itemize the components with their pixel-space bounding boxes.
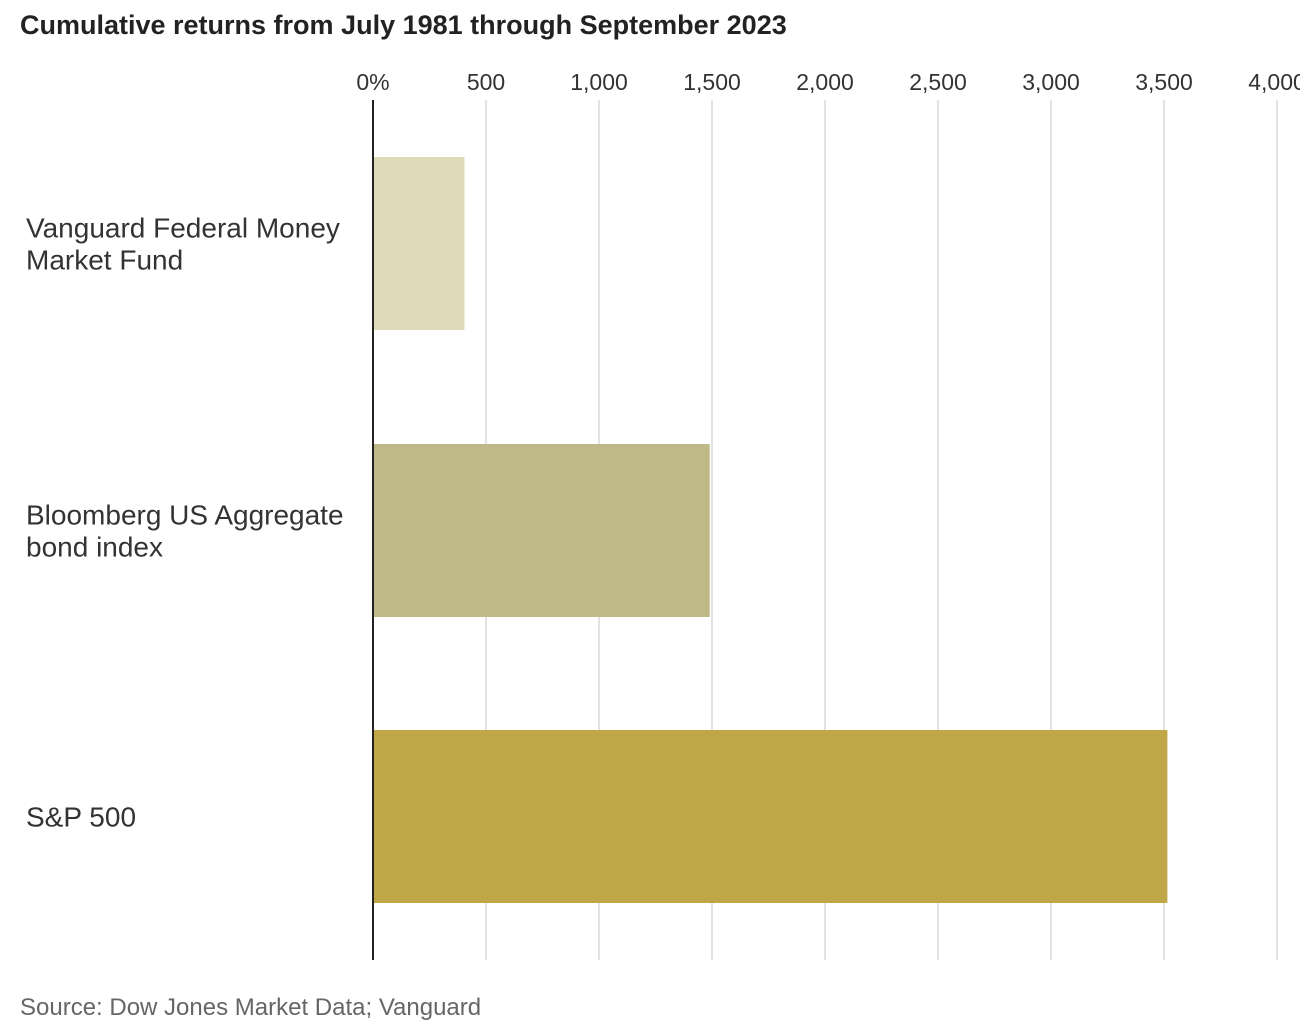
x-tick-label: 3,500 [1135,69,1193,95]
bar [373,444,710,617]
x-tick-label: 2,500 [909,69,967,95]
x-tick-label: 4,000 [1248,69,1300,95]
x-tick-label: 0% [356,69,389,95]
bar [373,157,465,330]
x-tick-label: 500 [467,69,505,95]
source-note: Source: Dow Jones Market Data; Vanguard [20,994,481,1021]
x-tick-label: 2,000 [796,69,854,95]
x-tick-label: 3,000 [1022,69,1080,95]
category-label: bond index [26,532,163,563]
chart-title: Cumulative returns from July 1981 throug… [20,10,787,40]
category-label: Market Fund [26,245,183,276]
category-label: Vanguard Federal Money [26,213,340,244]
category-label: Bloomberg US Aggregate [26,500,344,531]
x-tick-label: 1,000 [570,69,628,95]
category-label: S&P 500 [26,802,136,833]
bar [373,730,1168,903]
x-tick-label: 1,500 [683,69,741,95]
